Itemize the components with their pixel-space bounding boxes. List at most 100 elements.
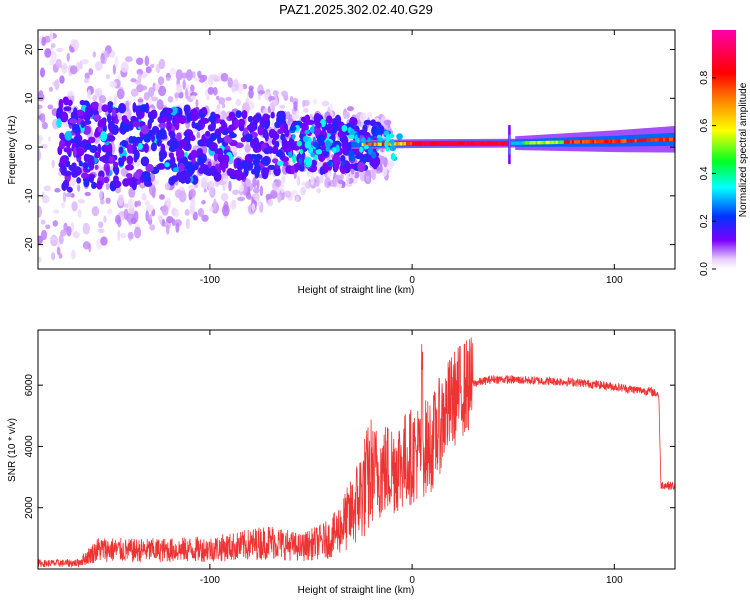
spectrogram-cell [44, 48, 52, 58]
spectrogram-cell [106, 113, 112, 124]
spectrogram-cell [296, 175, 301, 187]
spectrogram-cell [110, 124, 120, 136]
spectrogram-cell [201, 106, 207, 115]
spectrogram-cell [75, 148, 85, 157]
y-tick-label: 4000 [24, 435, 35, 458]
spectrogram-cell [220, 72, 229, 82]
spectrogram-cell [190, 110, 199, 122]
spectrogram-cell [302, 135, 309, 143]
spectrogram-cell [270, 189, 278, 199]
spectrogram-cell [196, 148, 203, 154]
spectrogram-cell [186, 112, 192, 123]
spectrogram-cell [581, 140, 585, 144]
spectrogram-cell [225, 96, 232, 102]
spectrogram-cell [208, 115, 217, 123]
spectrogram-cell [54, 188, 61, 193]
spectrogram-cell [371, 151, 377, 159]
spectrogram-cell [200, 163, 208, 171]
spectrogram-cell [150, 142, 158, 152]
spectrogram-cell [573, 140, 577, 144]
snr-frame [37, 329, 676, 570]
spectrogram-cell [87, 136, 96, 144]
spectrogram-cell [114, 56, 119, 69]
spectrogram-cell [43, 185, 51, 192]
spectrogram-cell [144, 55, 150, 67]
spectrogram-cell [77, 198, 86, 204]
spectrogram-cell [458, 141, 462, 146]
spectrogram-cell [658, 138, 662, 142]
spectrogram-cell [246, 194, 253, 200]
spectrogram-cell [289, 126, 297, 131]
spectrogram-cell [508, 134, 511, 155]
spectrogram-cell [142, 159, 149, 166]
spectrogram-cell [390, 152, 396, 161]
spectrogram-cell [71, 249, 76, 260]
spectrogram-cell [404, 142, 407, 146]
spectrogram-cell [213, 86, 218, 96]
spectrogram-cell [515, 141, 518, 145]
spectrogram-cell [174, 208, 179, 218]
spectrogram-cell [150, 96, 159, 102]
spectrogram-cell [371, 142, 375, 147]
spectrogram-cell [201, 74, 208, 82]
spectrogram-cell [594, 139, 597, 144]
spectrogram-cell [618, 139, 621, 143]
spectrogram-cell [503, 141, 506, 145]
spectrogram-cell [134, 136, 144, 143]
spectrogram-cell [229, 131, 235, 137]
spectrogram-cell [115, 214, 121, 225]
spectrogram-x-label: Height of straight line (km) [298, 285, 415, 296]
spectrogram-cell [432, 141, 435, 146]
spectrogram-cell [670, 137, 674, 142]
spectrogram-cell [45, 224, 51, 230]
spectrogram-cell [92, 101, 99, 109]
spectrogram-cell [642, 138, 646, 143]
spectrogram-cell [440, 141, 443, 146]
spectrogram-cell [268, 96, 276, 101]
spectrogram-cell [272, 90, 279, 96]
spectrogram-cell [501, 141, 504, 145]
spectrogram-cell [249, 154, 258, 160]
spectrogram-cell [61, 62, 68, 74]
spectrogram-cell [464, 141, 468, 146]
spectrogram-cell [334, 114, 342, 125]
spectrogram-cell [204, 81, 208, 87]
spectrogram-cell [374, 127, 381, 136]
spectrogram-cell [197, 70, 202, 78]
spectrogram-cell [357, 161, 366, 173]
spectrogram-cell [59, 75, 65, 84]
spectrogram-cell [362, 156, 367, 164]
spectrogram-cell [379, 164, 383, 173]
spectrogram-cell [322, 162, 329, 171]
spectrogram-cell [539, 140, 543, 145]
spectrogram-cell [101, 104, 109, 113]
spectrogram-cell [468, 141, 472, 146]
spectrogram-cell [662, 137, 666, 142]
spectrogram-cell [660, 138, 664, 142]
spectrogram-cell [137, 142, 143, 150]
spectrogram-cell [66, 186, 73, 193]
spectrogram-cell [84, 191, 91, 197]
spectrogram-cell [293, 101, 298, 110]
spectrogram-cell [62, 179, 69, 190]
spectrogram-cell [146, 204, 154, 212]
spectrogram-cell [315, 148, 323, 155]
spectrogram-cell [66, 52, 70, 62]
spectrogram-cell [213, 152, 218, 162]
spectrogram-cell [112, 180, 122, 189]
spectrogram-cell [614, 139, 617, 143]
spectrogram-cell [280, 182, 285, 194]
spectrogram-cell [408, 142, 411, 146]
spectrogram-cell [450, 141, 454, 146]
spectrogram-cell [156, 163, 166, 170]
colorbar: 0.0 0.2 0.4 0.6 0.8 Normalized spectral ampl… [699, 30, 749, 276]
spectrogram-cell [103, 145, 113, 152]
spectrogram-cell [105, 73, 111, 80]
spectrogram-cell [527, 141, 530, 145]
spectrogram-cell [130, 88, 139, 97]
spectrogram-cell [602, 139, 605, 144]
spectrogram-cell [367, 142, 371, 147]
snr-y-label: SNR (10 * v/v) [7, 418, 18, 482]
spectrogram-cell [54, 79, 60, 91]
